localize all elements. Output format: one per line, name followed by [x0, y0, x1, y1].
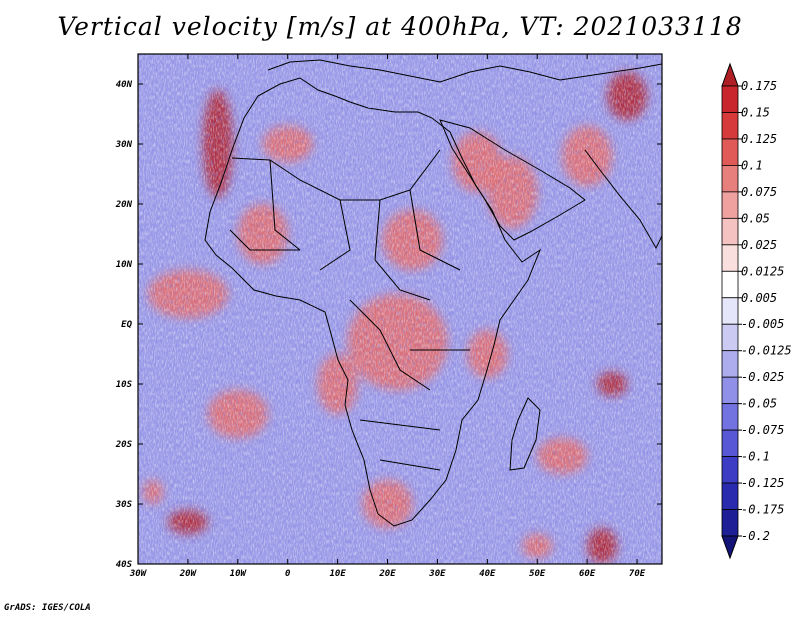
colorbar-box — [721, 191, 739, 219]
colorbar-label: -0.0125 — [741, 344, 792, 358]
x-tick-label: 40E — [479, 569, 496, 579]
y-tick-label: 10N — [116, 260, 133, 270]
colorbar-label: 0.025 — [741, 238, 777, 252]
x-tick-label: 70E — [629, 569, 646, 579]
colorbar-label: 0.175 — [741, 79, 777, 93]
colorbar-triangle-top — [721, 62, 739, 87]
colorbar-box — [721, 350, 739, 378]
y-axis: 40N 30N 20N 10N EQ 10S 20S 30S 40S — [115, 80, 662, 570]
x-tick-label: 0 — [285, 569, 291, 579]
borders-1 — [229, 149, 470, 471]
colorbar-box — [721, 323, 739, 352]
colorbar-box — [721, 403, 739, 431]
europe-coastline — [267, 59, 662, 83]
map-frame — [137, 53, 663, 565]
colorbar-box — [721, 509, 739, 537]
colorbar-label: 0.15 — [741, 105, 770, 119]
colorbar-label: -0.125 — [741, 476, 784, 490]
colorbar-triangle-bottom — [721, 535, 739, 560]
colorbar-label: 0.1 — [741, 158, 763, 172]
x-tick-label: 10W — [230, 569, 248, 579]
colorbar-box — [721, 482, 739, 510]
arabia-coastline — [439, 119, 586, 241]
colorbar-label: 0.005 — [741, 291, 777, 305]
colorbar-label: -0.025 — [741, 370, 784, 384]
colorbar: 0.175 0.15 0.125 0.1 0.075 0.05 0.025 0.0125 0.0… — [721, 62, 792, 560]
colorbar-box — [721, 85, 739, 113]
colorbar-box — [721, 138, 739, 166]
x-axis: 30W 20W 10W 0 10E 20E 30E 40E 50E 60E 70E — [129, 54, 646, 579]
y-tick-label: 30S — [115, 500, 133, 510]
africa-coastline — [204, 77, 542, 527]
colorbar-box — [721, 297, 739, 325]
colorbar-box — [721, 376, 739, 405]
colorbar-box — [721, 165, 739, 193]
velocity-field — [138, 54, 662, 564]
colorbar-label: 0.125 — [741, 132, 777, 146]
x-tick-label: 60E — [579, 569, 596, 579]
colorbar-box — [721, 112, 739, 140]
x-tick-label: 30W — [129, 569, 148, 579]
colorbar-label: -0.005 — [741, 317, 784, 331]
colorbar-box — [721, 217, 739, 246]
colorbar-box — [721, 456, 739, 484]
y-tick-label: 40N — [116, 80, 133, 90]
y-tick-label: 20N — [115, 200, 133, 210]
y-tick-label: 20S — [115, 440, 133, 450]
colorbar-box — [721, 244, 739, 272]
grads-credit: GrADS: IGES/COLA — [4, 603, 91, 613]
x-tick-label: 10E — [329, 569, 346, 579]
colorbar-box — [721, 270, 739, 299]
colorbar-label: -0.1 — [741, 450, 770, 464]
coastlines — [204, 59, 662, 527]
colorbar-label: 0.0125 — [741, 264, 784, 278]
x-tick-label: 20E — [378, 569, 396, 579]
y-tick-label: 40S — [116, 560, 133, 570]
x-tick-label: 30E — [428, 569, 446, 579]
colorbar-label: -0.075 — [741, 423, 784, 437]
x-tick-label: 20W — [179, 569, 198, 579]
colorbar-label: -0.175 — [741, 503, 784, 517]
colorbar-label: 0.05 — [741, 211, 770, 225]
madagascar-coastline — [509, 397, 541, 471]
colorbar-box — [721, 429, 739, 457]
x-tick-label: 50E — [529, 569, 546, 579]
chart-title: Vertical velocity [m/s] at 400hPa, VT: 2… — [57, 12, 743, 41]
colorbar-label: 0.075 — [741, 185, 777, 199]
y-tick-label: EQ — [121, 320, 132, 330]
colorbar-label: -0.05 — [741, 397, 777, 411]
field-grain-dark — [138, 54, 662, 564]
india-coastline — [584, 149, 662, 250]
y-tick-label: 10S — [116, 380, 133, 390]
y-tick-label: 30N — [115, 140, 133, 150]
colorbar-label: -0.2 — [741, 529, 770, 543]
